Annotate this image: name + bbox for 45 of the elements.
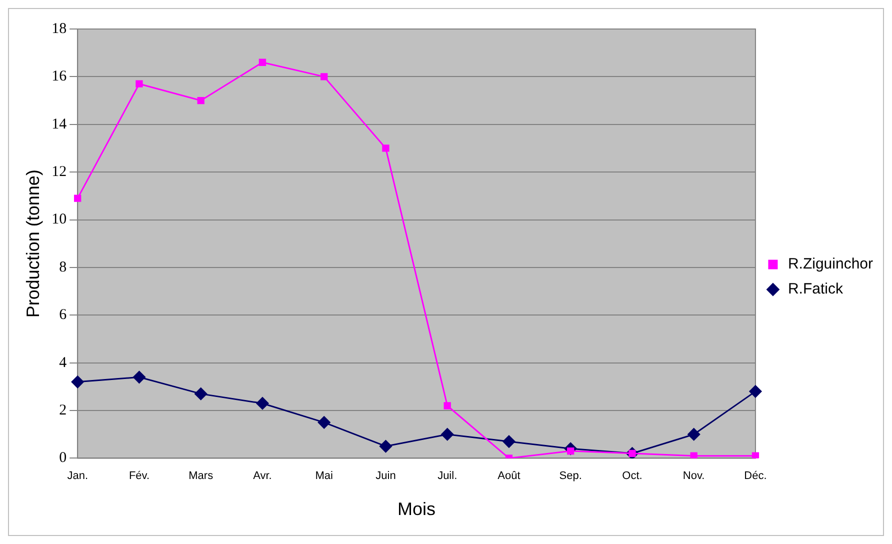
point [132,370,146,384]
y-tick-label: 16 [52,68,68,85]
point [688,428,700,441]
point [194,388,208,400]
point [752,452,760,458]
point [71,376,84,388]
x-tick-label: Déc. [744,470,767,482]
point [256,397,269,410]
y-tick-label: 14 [52,116,68,132]
y-tick-label: 12 [52,164,67,180]
point [197,96,204,104]
x-tick-label: Mai [315,470,333,482]
point [382,144,390,152]
point [136,80,143,88]
y-tick-label: 0 [59,450,67,466]
legend-label: R.Ziguinchor [788,256,874,273]
x-tick-label: Juin [376,470,396,482]
y-tick-label: 6 [59,307,68,324]
x-tick-label: Fév. [128,470,150,482]
point [74,194,82,202]
y-tick-label: 4 [59,354,68,371]
y-tick-label: 18 [52,20,67,37]
y-axis-title: Production (tonne) [22,170,43,318]
point [379,440,392,453]
point [690,452,698,458]
y-tick-label: 8 [59,259,67,276]
point [441,428,454,441]
y-tick-label: 10 [52,212,67,228]
x-tick-label: Août [498,470,520,482]
x-tick-label: Sep. [559,470,582,482]
point [502,435,516,448]
x-tick-label: Mars [188,470,214,482]
point [749,385,762,398]
point [318,416,330,429]
point [444,402,451,410]
x-tick-label: Oct. [622,470,642,482]
x-tick-label: Nov. [682,470,705,482]
point [258,58,266,66]
x-tick-label: Jan. [67,470,88,482]
x-tick-label: Juil. [438,470,458,482]
legend-label: R.Fatick [788,280,844,298]
point [320,73,328,80]
x-tick-label: Avr. [253,470,272,482]
x-axis-title: Mois [398,499,436,520]
y-tick-label: 2 [59,402,67,418]
